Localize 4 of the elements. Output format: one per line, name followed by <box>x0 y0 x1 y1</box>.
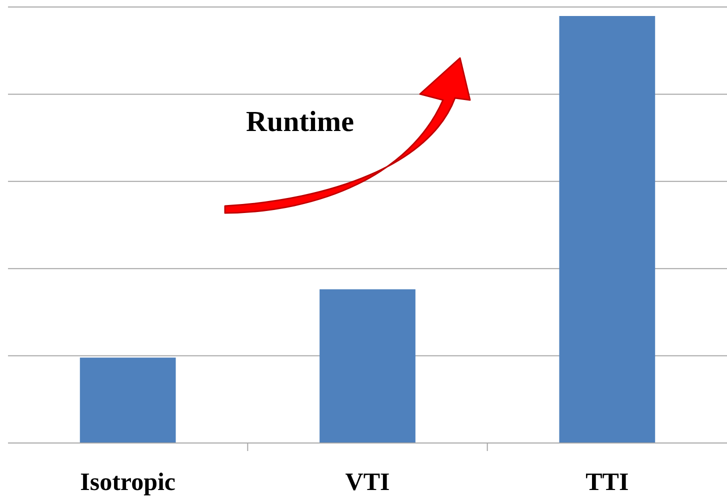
x-tick-label: TTI <box>586 469 629 496</box>
x-tick-label: Isotropic <box>80 469 176 496</box>
annotation: Runtime <box>246 106 354 138</box>
x-tick-label: VTI <box>345 469 390 496</box>
